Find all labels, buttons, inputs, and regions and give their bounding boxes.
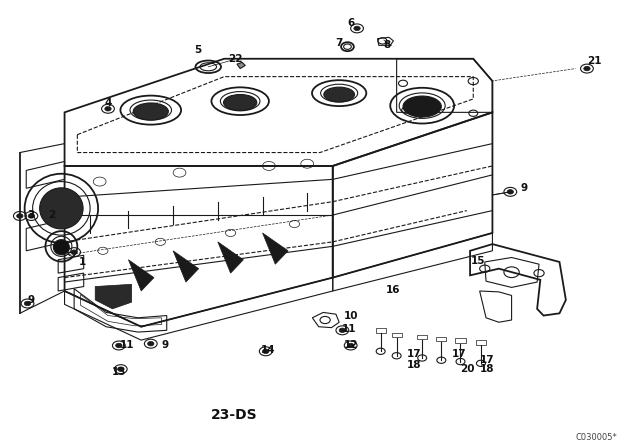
Circle shape bbox=[116, 343, 122, 348]
Ellipse shape bbox=[223, 95, 257, 111]
Polygon shape bbox=[237, 62, 245, 69]
Circle shape bbox=[28, 214, 35, 218]
Circle shape bbox=[339, 328, 346, 332]
Circle shape bbox=[262, 349, 269, 353]
Text: 23-DS: 23-DS bbox=[211, 408, 257, 422]
Text: 10: 10 bbox=[344, 310, 358, 321]
Text: 11: 11 bbox=[342, 324, 356, 334]
Text: 8: 8 bbox=[383, 40, 390, 50]
Text: 14: 14 bbox=[260, 345, 275, 355]
Text: 3: 3 bbox=[28, 210, 35, 220]
Text: 12: 12 bbox=[344, 340, 358, 350]
Polygon shape bbox=[129, 260, 154, 291]
Text: 22: 22 bbox=[228, 54, 243, 64]
Ellipse shape bbox=[133, 103, 168, 120]
Text: 9: 9 bbox=[162, 340, 169, 350]
Text: 11: 11 bbox=[120, 340, 134, 350]
Polygon shape bbox=[218, 242, 243, 273]
Text: 15: 15 bbox=[471, 256, 486, 266]
Text: 5: 5 bbox=[194, 45, 201, 55]
Text: 2: 2 bbox=[48, 210, 56, 220]
Text: 21: 21 bbox=[588, 56, 602, 66]
Polygon shape bbox=[95, 284, 132, 309]
Text: C030005*: C030005* bbox=[575, 433, 617, 442]
Text: 6: 6 bbox=[347, 18, 355, 28]
Polygon shape bbox=[173, 251, 198, 282]
Circle shape bbox=[507, 190, 513, 194]
Text: 9: 9 bbox=[521, 183, 528, 193]
Circle shape bbox=[24, 301, 31, 306]
Circle shape bbox=[584, 66, 590, 71]
Circle shape bbox=[148, 341, 154, 346]
Polygon shape bbox=[262, 233, 288, 264]
Circle shape bbox=[105, 107, 111, 111]
Circle shape bbox=[17, 214, 23, 218]
Text: 17: 17 bbox=[480, 355, 495, 365]
Text: 20: 20 bbox=[460, 364, 474, 374]
Text: 7: 7 bbox=[335, 38, 343, 48]
Text: 17: 17 bbox=[407, 349, 422, 359]
Text: 17: 17 bbox=[452, 349, 467, 359]
Text: 18: 18 bbox=[480, 364, 495, 374]
Text: 4: 4 bbox=[104, 99, 111, 108]
Text: 16: 16 bbox=[386, 285, 401, 295]
Text: 1: 1 bbox=[79, 257, 86, 267]
Ellipse shape bbox=[53, 240, 69, 255]
Text: 9: 9 bbox=[28, 295, 35, 305]
Circle shape bbox=[71, 250, 77, 254]
Circle shape bbox=[118, 367, 124, 371]
Circle shape bbox=[354, 26, 360, 30]
Text: 18: 18 bbox=[407, 360, 422, 370]
Ellipse shape bbox=[403, 96, 442, 117]
Text: 13: 13 bbox=[111, 367, 126, 377]
Ellipse shape bbox=[324, 87, 355, 102]
Ellipse shape bbox=[40, 188, 83, 229]
Circle shape bbox=[348, 343, 354, 348]
